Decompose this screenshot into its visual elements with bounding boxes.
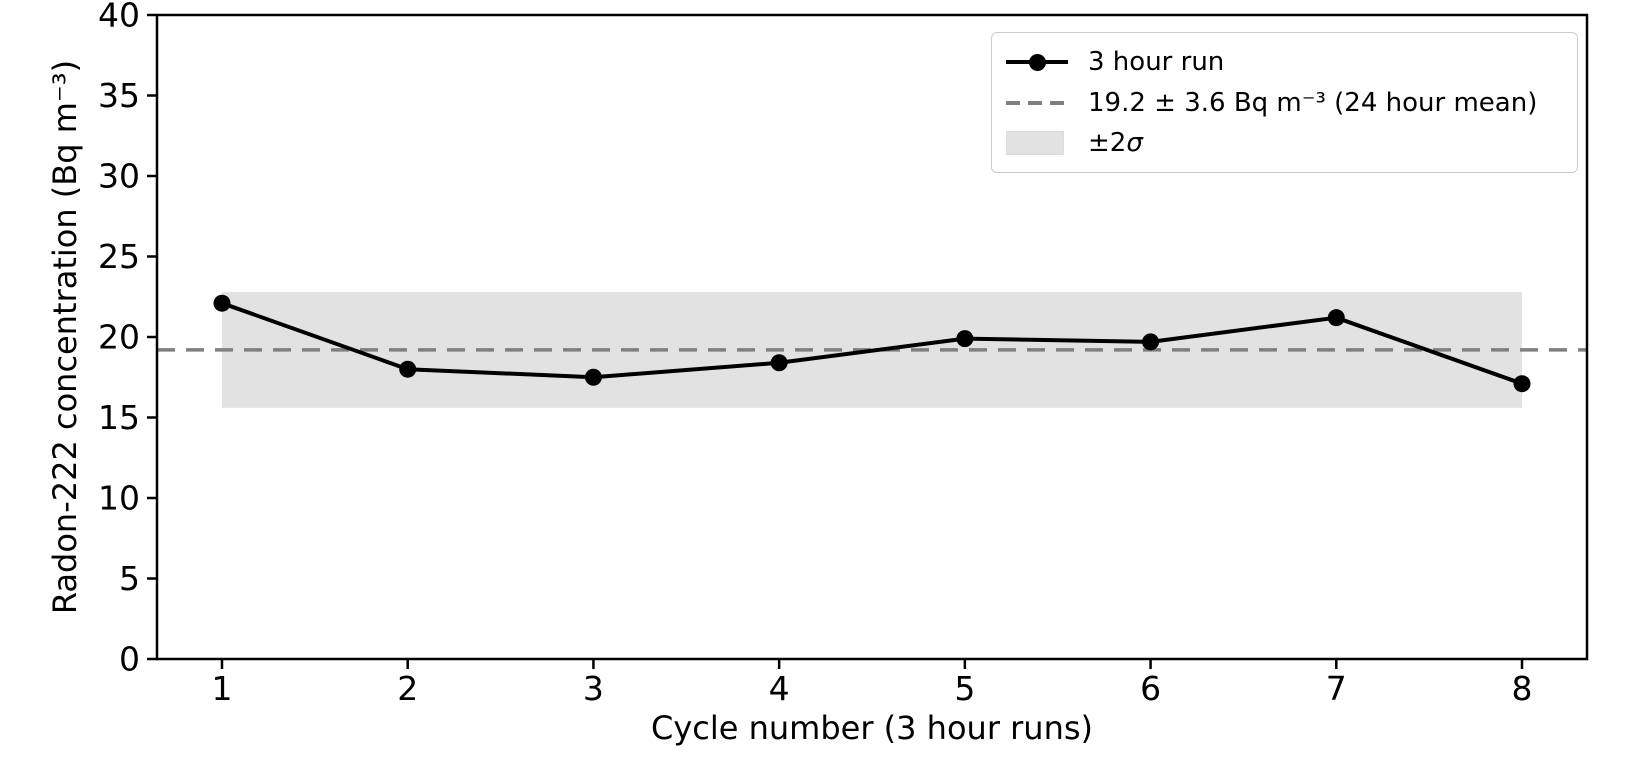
data-point-marker xyxy=(1513,375,1531,393)
band-patch-icon xyxy=(1006,130,1064,155)
y-tick-label: 0 xyxy=(119,640,140,679)
series-line xyxy=(221,301,1523,386)
band-patch-sample xyxy=(1006,128,1068,158)
data-point-marker xyxy=(399,360,417,378)
dash-segment xyxy=(1006,100,1020,105)
plot-area: 0 5 10 15 20 25 30 35 40 1 2 3 4 5 6 7 8 xyxy=(98,0,1589,708)
y-tick-label: 15 xyxy=(98,398,140,437)
y-tick-label: 35 xyxy=(98,76,140,115)
y-tick-label: 30 xyxy=(98,157,140,196)
legend: 3 hour run 19.2 ± 3.6 Bq m⁻³ (24 hour me… xyxy=(991,32,1578,173)
legend-label-band: ±2σ xyxy=(1088,128,1143,158)
x-tick-label: 7 xyxy=(1326,669,1347,708)
x-tick-label: 4 xyxy=(769,669,790,708)
legend-label-mean: 19.2 ± 3.6 Bq m⁻³ (24 hour mean) xyxy=(1088,87,1538,118)
sigma-symbol: σ xyxy=(1126,127,1143,158)
data-point-marker xyxy=(956,330,974,348)
legend-item-mean: 19.2 ± 3.6 Bq m⁻³ (24 hour mean) xyxy=(1006,88,1563,118)
line-marker-sample xyxy=(1006,47,1068,77)
data-point-marker xyxy=(770,354,788,372)
x-axis-label: Cycle number (3 hour runs) xyxy=(651,709,1093,747)
dashed-line-sample xyxy=(1006,88,1068,118)
data-point-marker xyxy=(1327,309,1345,327)
data-point-marker xyxy=(1142,333,1160,351)
legend-item-series: 3 hour run xyxy=(1006,47,1563,77)
y-tick-label: 10 xyxy=(98,479,140,518)
y-tick-label: 20 xyxy=(98,318,140,357)
band-label-prefix: ±2 xyxy=(1088,127,1127,158)
x-tick-label: 8 xyxy=(1512,669,1533,708)
x-tick-label: 6 xyxy=(1140,669,1161,708)
data-point-marker xyxy=(213,294,231,312)
x-tick-label: 5 xyxy=(954,669,975,708)
legend-item-band: ±2σ xyxy=(1006,128,1563,158)
y-axis-label: Radon-222 concentration (Bq m⁻³) xyxy=(46,60,84,614)
x-tick-label: 1 xyxy=(212,669,233,708)
dash-segment xyxy=(1050,100,1064,105)
y-tick-label: 40 xyxy=(98,0,140,35)
data-point-marker xyxy=(584,368,602,386)
legend-label-series: 3 hour run xyxy=(1088,47,1225,78)
x-tick-label: 2 xyxy=(397,669,418,708)
y-tick-label: 25 xyxy=(98,237,140,276)
circle-marker-icon xyxy=(1028,53,1046,71)
dash-segment xyxy=(1028,100,1042,105)
x-tick-label: 3 xyxy=(583,669,604,708)
y-tick-label: 5 xyxy=(119,559,140,598)
